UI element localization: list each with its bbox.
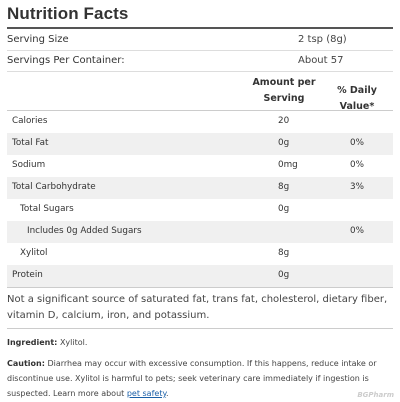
nutrient-amount: 8g xyxy=(278,248,290,258)
amount-per-serving-header: Amount per Serving xyxy=(244,75,324,107)
nutrient-name: Calories xyxy=(12,116,48,126)
servings-divider xyxy=(7,71,393,72)
nutrient-row-calories: Calories 20 xyxy=(7,111,393,133)
nutrient-name: Total Sugars xyxy=(20,204,74,214)
footnote-divider xyxy=(7,328,393,329)
nutrient-row-added-sugars: Includes 0g Added Sugars 0% xyxy=(7,221,393,243)
nutrient-row-total-fat: Total Fat 0g 0% xyxy=(7,133,393,155)
nutrient-name: Sodium xyxy=(12,160,46,170)
ingredients-line: Ingredient: Xylitol. xyxy=(7,335,397,350)
ingredients-value: Xylitol. xyxy=(59,338,88,347)
nutrient-name: Includes 0g Added Sugars xyxy=(27,226,142,236)
serving-size-row: Serving Size 2 tsp (8g) xyxy=(7,29,393,49)
amount-header-line2: Serving xyxy=(263,93,305,104)
footnote: Not a significant source of saturated fa… xyxy=(7,294,388,321)
nutrient-row-total-sugars: Total Sugars 0g xyxy=(7,199,393,221)
ingredients-label: Ingredient: xyxy=(7,338,58,347)
serving-size-value: 2 tsp (8g) xyxy=(298,33,347,45)
servings-per-container-label: Servings Per Container: xyxy=(7,54,125,66)
nutrient-amount: 8g xyxy=(278,182,290,192)
caution-end: . xyxy=(166,389,169,398)
nutrient-name: Protein xyxy=(12,270,43,280)
page-title: Nutrition Facts xyxy=(7,4,129,23)
daily-value-header: % Daily Value* xyxy=(337,85,377,112)
nutrient-name: Xylitol xyxy=(20,248,48,258)
title-divider xyxy=(7,27,393,29)
caution-text: Diarrhea may occur with excessive consum… xyxy=(7,359,377,398)
nutrient-name: Total Carbohydrate xyxy=(12,182,96,192)
nutrient-row-total-carbohydrate: Total Carbohydrate 8g 3% xyxy=(7,177,393,199)
nutrient-amount: 0g xyxy=(278,204,290,214)
nutrient-row-sodium: Sodium 0mg 0% xyxy=(7,155,393,177)
serving-divider xyxy=(7,50,393,51)
servings-per-container-value: About 57 xyxy=(298,54,344,66)
nutrient-daily-value: 3% xyxy=(350,182,364,192)
nutrient-amount: 20 xyxy=(278,116,290,126)
pet-safety-link[interactable]: pet safety xyxy=(126,389,167,398)
nutrient-amount: 0mg xyxy=(278,160,298,170)
nutrient-row-xylitol: Xylitol 8g xyxy=(7,243,393,265)
caution-note: Caution: Diarrhea may occur with excessi… xyxy=(7,356,397,401)
table-bottom-divider xyxy=(7,287,393,288)
caution-label: Caution: xyxy=(7,359,45,368)
header-divider xyxy=(7,110,393,111)
serving-size-label: Serving Size xyxy=(7,33,69,45)
nutrient-amount: 0g xyxy=(278,138,290,148)
nutrient-daily-value: 0% xyxy=(350,138,364,148)
nutrient-name: Total Fat xyxy=(12,138,49,148)
watermark-text: BGPharm xyxy=(357,391,394,399)
nutrient-daily-value: 0% xyxy=(350,226,364,236)
amount-header-line1: Amount per xyxy=(252,77,316,88)
nutrient-row-protein: Protein 0g xyxy=(7,265,393,287)
servings-per-container-row: Servings Per Container: About 57 xyxy=(7,50,393,70)
nutrient-amount: 0g xyxy=(278,270,290,280)
nutrient-daily-value: 0% xyxy=(350,160,364,170)
